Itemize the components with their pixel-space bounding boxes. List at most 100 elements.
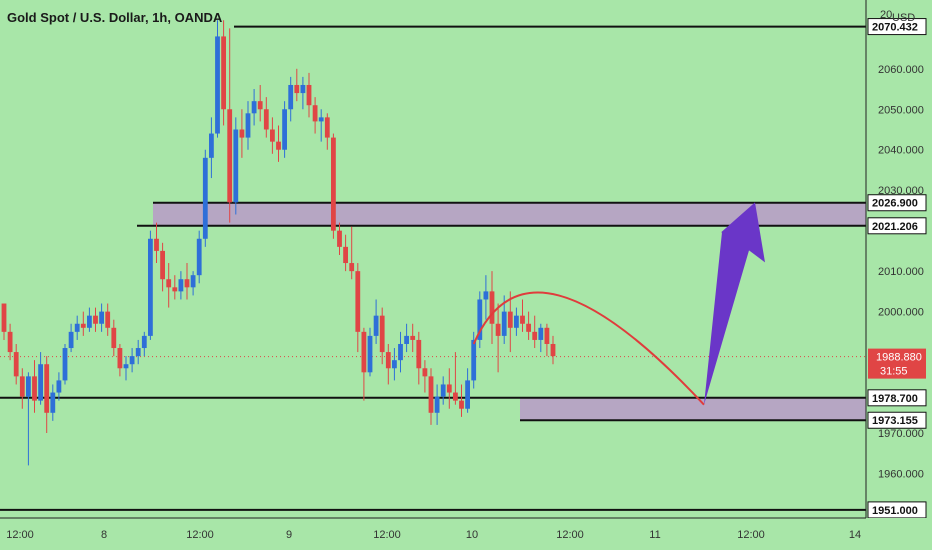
- candle: [178, 271, 184, 300]
- currency-label[interactable]: USD: [892, 12, 915, 24]
- candle-body: [184, 279, 190, 288]
- candle: [7, 323, 13, 361]
- current-price-box: [868, 348, 926, 379]
- candle: [93, 307, 98, 332]
- candle-body: [337, 230, 342, 247]
- time-tick-label: 12:00: [373, 529, 401, 541]
- candle: [471, 331, 477, 389]
- candle: [172, 275, 178, 300]
- candle-body: [446, 384, 452, 393]
- candle: [288, 76, 294, 122]
- candle: [166, 263, 172, 308]
- candle-body: [367, 335, 373, 373]
- candle: [184, 263, 190, 300]
- candle: [392, 348, 397, 381]
- candle: [373, 299, 379, 344]
- level-label-text: 1951.000: [872, 505, 918, 517]
- candle-body: [233, 129, 239, 203]
- level-label-box: [867, 194, 927, 212]
- candle: [196, 230, 202, 284]
- candle: [13, 343, 19, 385]
- candle-body: [62, 348, 68, 381]
- level-label-1951.000: 1951.000: [867, 501, 927, 519]
- level-label-1978.700: 1978.700: [867, 389, 927, 407]
- candle: [355, 263, 361, 353]
- level-label-box: [867, 389, 927, 407]
- time-axis-ticks[interactable]: 12:00 8 12:00 9 12:00 10 12:00 11 12:00 14: [6, 529, 861, 541]
- candle-body: [404, 335, 409, 344]
- candle: [221, 20, 226, 126]
- candle: [428, 368, 434, 425]
- candle: [495, 303, 501, 373]
- candle-body: [1, 303, 7, 332]
- candle: [26, 372, 31, 466]
- candle-body: [501, 311, 507, 336]
- candle-body: [306, 84, 312, 106]
- candle: [331, 133, 336, 239]
- candle: [343, 234, 348, 272]
- candle: [318, 109, 324, 142]
- candle: [361, 327, 367, 401]
- candle-body: [56, 380, 62, 393]
- candle-body: [105, 311, 111, 328]
- candle-body: [141, 335, 147, 349]
- candle: [483, 275, 489, 320]
- candle: [404, 323, 409, 353]
- candle: [550, 335, 556, 365]
- candle: [263, 97, 269, 138]
- time-tick-label: 9: [286, 529, 292, 541]
- level-label-text: 1973.155: [872, 415, 918, 427]
- price-axis-ticks[interactable]: 2060.000 2050.000 2040.000 2030.000 2010.000…: [878, 64, 924, 481]
- candle-body: [117, 348, 123, 369]
- candle-body: [483, 291, 489, 300]
- candle-body: [465, 380, 470, 409]
- candle-body: [7, 331, 13, 353]
- candle: [62, 343, 68, 385]
- candle-body: [428, 376, 434, 413]
- candle-body: [148, 238, 153, 336]
- candle: [135, 339, 141, 365]
- candle-body: [196, 238, 202, 276]
- candle-body: [190, 275, 196, 288]
- projection-arc: [472, 291, 705, 406]
- candle-body: [129, 356, 135, 365]
- candle-body: [93, 315, 98, 324]
- level-label-box: [867, 411, 927, 429]
- candle-body: [221, 36, 226, 110]
- candle-body: [294, 84, 300, 94]
- chart-title: Gold Spot / U.S. Dollar, 1h, OANDA: [7, 10, 223, 25]
- current-price-value: 1988.880: [876, 352, 922, 364]
- candle: [514, 307, 519, 336]
- candle: [294, 68, 300, 102]
- candle: [300, 76, 306, 110]
- candle: [477, 291, 483, 349]
- time-tick-label: 10: [466, 529, 478, 541]
- level-label-text: 2070.432: [872, 22, 918, 34]
- candle-body: [26, 376, 31, 397]
- candle-body: [373, 315, 379, 336]
- candle: [202, 149, 208, 247]
- candle-body: [471, 339, 477, 381]
- candle-body: [392, 360, 397, 369]
- time-axis-background: [0, 518, 932, 550]
- price-axis-background: [866, 0, 932, 518]
- candle-body: [276, 141, 281, 150]
- candle-body: [300, 84, 306, 94]
- candle-body: [123, 364, 129, 369]
- candle: [324, 113, 330, 150]
- candle: [410, 323, 416, 353]
- candle: [257, 84, 263, 122]
- level-labels: 2070.432 2026.900 2021.206 1978.700 1973.155…: [867, 18, 927, 519]
- candle: [141, 331, 147, 357]
- candle: [398, 331, 403, 373]
- candle-body: [215, 36, 220, 134]
- candle-body: [514, 315, 519, 328]
- candle: [99, 303, 104, 332]
- price-tick-label: 2050.000: [878, 104, 924, 116]
- candle-body: [178, 279, 184, 292]
- price-tick-label: 2030.000: [878, 185, 924, 197]
- candle: [56, 372, 62, 401]
- candle: [532, 315, 538, 349]
- candle-body: [422, 368, 428, 377]
